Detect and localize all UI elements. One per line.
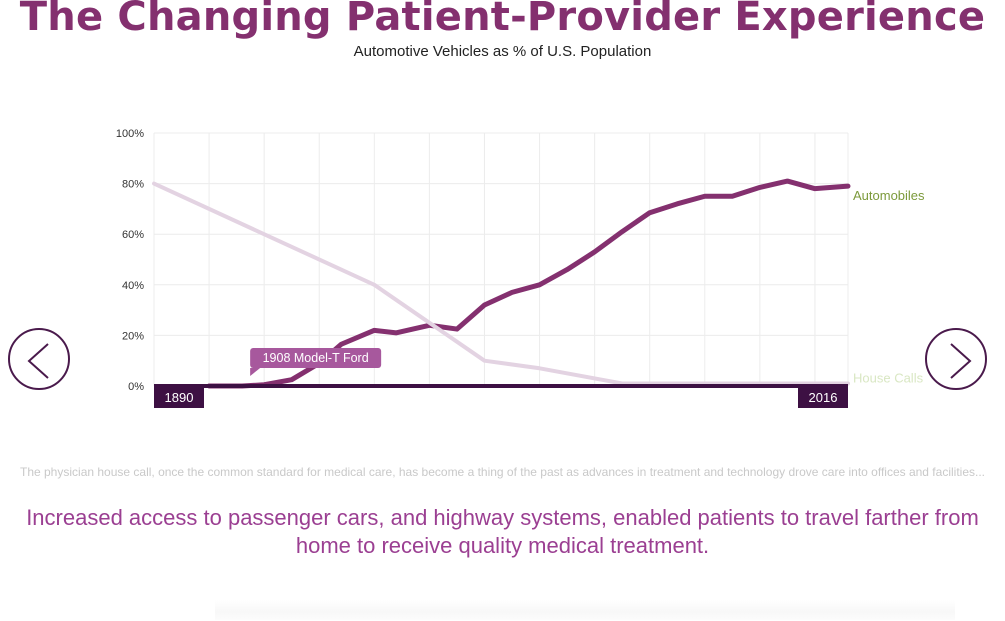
annotation-callout — [250, 348, 382, 368]
annotation-label: 1908 Model-T Ford — [263, 351, 369, 365]
line-chart: 0% 20% 40% 60% 80% 100% Automobiles House Call… — [116, 128, 925, 408]
next-button[interactable] — [925, 328, 987, 390]
chevron-right-icon — [950, 343, 972, 379]
x-axis: 1890 2016 — [154, 384, 848, 408]
prev-button[interactable] — [8, 328, 70, 390]
highlight-text: Increased access to passenger cars, and … — [26, 505, 979, 558]
x-end-badge — [798, 386, 848, 408]
series-label-house-calls: House Calls — [853, 370, 924, 385]
y-tick-label: 20% — [122, 330, 144, 342]
chart-grid — [153, 132, 849, 387]
x-axis-baseline — [154, 384, 848, 388]
chart-annotations: 1908 Model-T Ford — [250, 348, 382, 376]
chart-subtitle: Automotive Vehicles as % of U.S. Populat… — [353, 43, 652, 60]
x-start-label: 1890 — [165, 390, 194, 405]
annotation-pointer — [250, 368, 261, 376]
x-end-label: 2016 — [809, 390, 838, 405]
y-tick-label: 60% — [122, 229, 144, 241]
y-tick-label: 0% — [128, 381, 144, 393]
intro-text: The physician house call, once the commo… — [20, 465, 985, 479]
x-start-badge — [154, 386, 204, 408]
chevron-left-icon — [27, 343, 49, 379]
y-tick-label: 100% — [116, 128, 144, 140]
y-axis-ticks: 0% 20% 40% 60% 80% 100% — [116, 128, 144, 393]
y-tick-label: 80% — [122, 179, 144, 191]
page-title: The Changing Patient-Provider Experience — [19, 0, 986, 40]
y-tick-label: 40% — [122, 280, 144, 292]
series-label-automobiles: Automobiles — [853, 188, 925, 203]
footer-decoration — [215, 600, 955, 620]
series-labels: Automobiles House Calls — [853, 188, 925, 385]
series-line-house-calls — [152, 181, 850, 386]
